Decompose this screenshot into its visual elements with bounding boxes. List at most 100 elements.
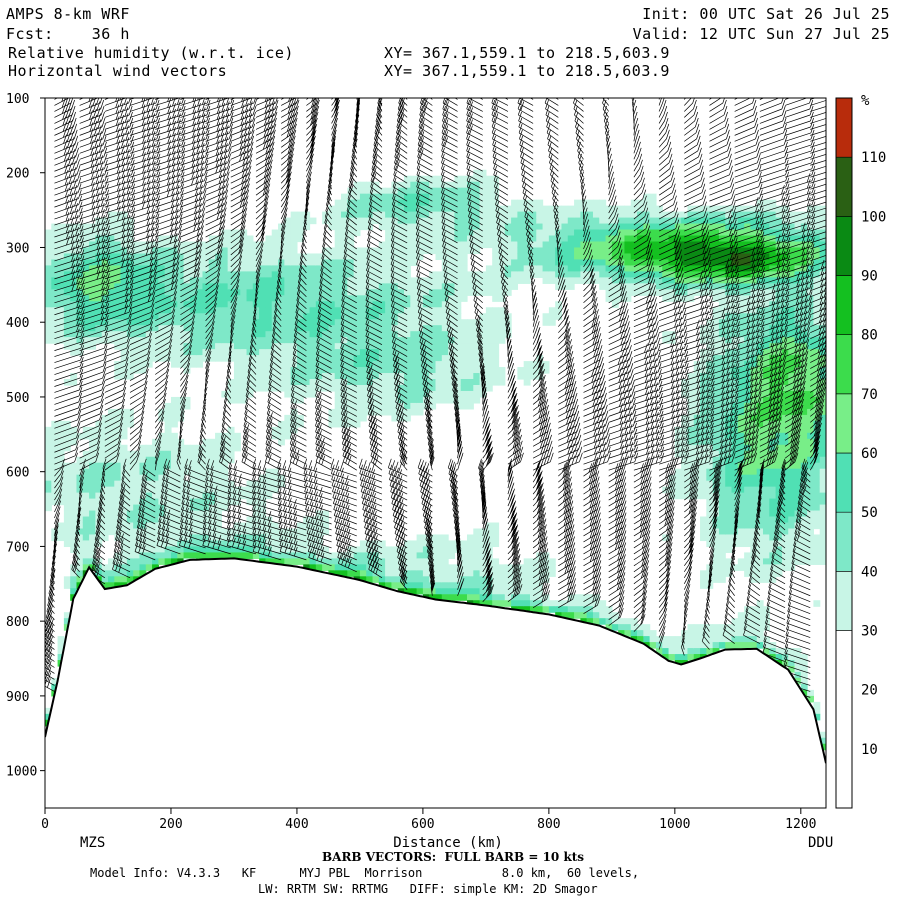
rh-cell xyxy=(152,474,159,482)
rh-cell xyxy=(800,444,808,452)
rh-cell xyxy=(422,552,430,559)
rh-cell xyxy=(731,642,739,649)
rh-cell xyxy=(718,211,726,219)
rh-cell xyxy=(334,373,342,380)
rh-cell xyxy=(466,181,474,189)
rh-cell xyxy=(101,319,109,326)
rh-cell xyxy=(202,283,210,290)
rh-cell xyxy=(517,211,525,219)
rh-cell xyxy=(101,576,109,583)
rh-cell xyxy=(580,600,588,607)
rh-cell xyxy=(183,355,191,362)
rh-cell xyxy=(385,247,393,255)
rh-cell xyxy=(296,229,304,237)
rh-cell xyxy=(57,648,65,655)
rh-cell xyxy=(725,259,733,267)
rh-cell xyxy=(712,289,720,296)
rh-cell xyxy=(126,498,134,506)
rh-cell xyxy=(542,211,550,219)
rh-cell xyxy=(309,301,317,308)
rh-cell xyxy=(718,642,726,649)
rh-cell xyxy=(139,462,147,470)
rh-cell xyxy=(517,367,525,374)
rh-cell xyxy=(101,504,109,512)
rh-cell xyxy=(107,283,115,290)
rh-cell xyxy=(126,504,134,512)
rh-cell xyxy=(422,540,430,548)
rh-cell xyxy=(416,187,424,195)
rh-cell xyxy=(240,331,248,338)
rh-cell xyxy=(322,247,330,255)
rh-cell xyxy=(769,570,777,577)
rh-cell xyxy=(706,217,714,225)
rh-cell xyxy=(284,295,292,302)
rh-cell xyxy=(756,420,764,428)
rh-cell xyxy=(454,337,462,344)
rh-cell xyxy=(744,438,752,446)
rh-cell xyxy=(460,355,468,362)
rh-cell xyxy=(725,373,733,380)
rh-cell xyxy=(460,271,468,278)
rh-cell xyxy=(372,546,380,553)
rh-cell xyxy=(605,612,613,619)
rh-cell xyxy=(233,241,241,249)
rh-cell xyxy=(341,408,348,416)
rh-cell xyxy=(101,265,109,272)
rh-cell xyxy=(227,438,235,446)
rh-cell xyxy=(57,456,65,464)
rh-cell xyxy=(95,325,103,332)
rh-cell xyxy=(454,277,462,284)
rh-cell xyxy=(397,343,405,350)
rh-cell xyxy=(479,528,487,536)
rh-cell xyxy=(479,187,487,195)
rh-cell xyxy=(259,319,267,326)
rh-cell xyxy=(70,223,78,231)
rh-cell xyxy=(410,390,418,398)
rh-cell xyxy=(492,361,500,368)
rh-cell xyxy=(693,235,701,243)
rh-cell xyxy=(466,277,474,284)
rh-cell xyxy=(473,343,481,350)
rh-cell xyxy=(599,253,607,261)
rh-cell xyxy=(378,283,386,290)
rh-cell xyxy=(378,217,386,225)
rh-cell xyxy=(592,259,600,267)
rh-cell xyxy=(259,540,267,548)
rh-cell xyxy=(674,223,682,231)
rh-cell xyxy=(164,402,172,410)
rh-cell xyxy=(624,289,632,296)
rh-cell xyxy=(473,546,481,553)
rh-cell xyxy=(215,271,222,278)
rh-cell xyxy=(227,295,235,302)
rh-cell xyxy=(63,576,71,583)
rh-cell xyxy=(643,253,651,261)
rh-cell xyxy=(592,253,600,261)
rh-cell xyxy=(101,301,109,308)
rh-cell xyxy=(227,319,235,326)
rh-cell xyxy=(76,552,84,559)
rh-cell xyxy=(265,235,273,243)
rh-cell xyxy=(76,343,84,350)
rh-cell xyxy=(133,355,141,362)
rh-cell xyxy=(605,205,613,213)
rh-cell xyxy=(662,654,670,661)
rh-cell xyxy=(718,468,726,476)
rh-cell xyxy=(763,390,770,398)
rh-cell xyxy=(712,534,720,542)
rh-cell xyxy=(101,247,109,255)
rh-cell xyxy=(391,265,399,272)
rh-cell xyxy=(586,223,594,231)
rh-cell xyxy=(454,576,462,583)
rh-cell xyxy=(95,450,103,458)
rh-cell xyxy=(126,373,134,380)
rh-cell xyxy=(385,408,393,416)
rh-cell xyxy=(466,283,474,290)
rh-cell xyxy=(435,307,443,314)
rh-cell xyxy=(737,253,745,261)
rh-cell xyxy=(341,552,348,559)
rh-cell xyxy=(529,211,537,219)
rh-cell xyxy=(422,564,430,571)
rh-cell xyxy=(599,235,607,243)
rh-cell xyxy=(466,331,474,338)
rh-cell xyxy=(221,235,229,243)
